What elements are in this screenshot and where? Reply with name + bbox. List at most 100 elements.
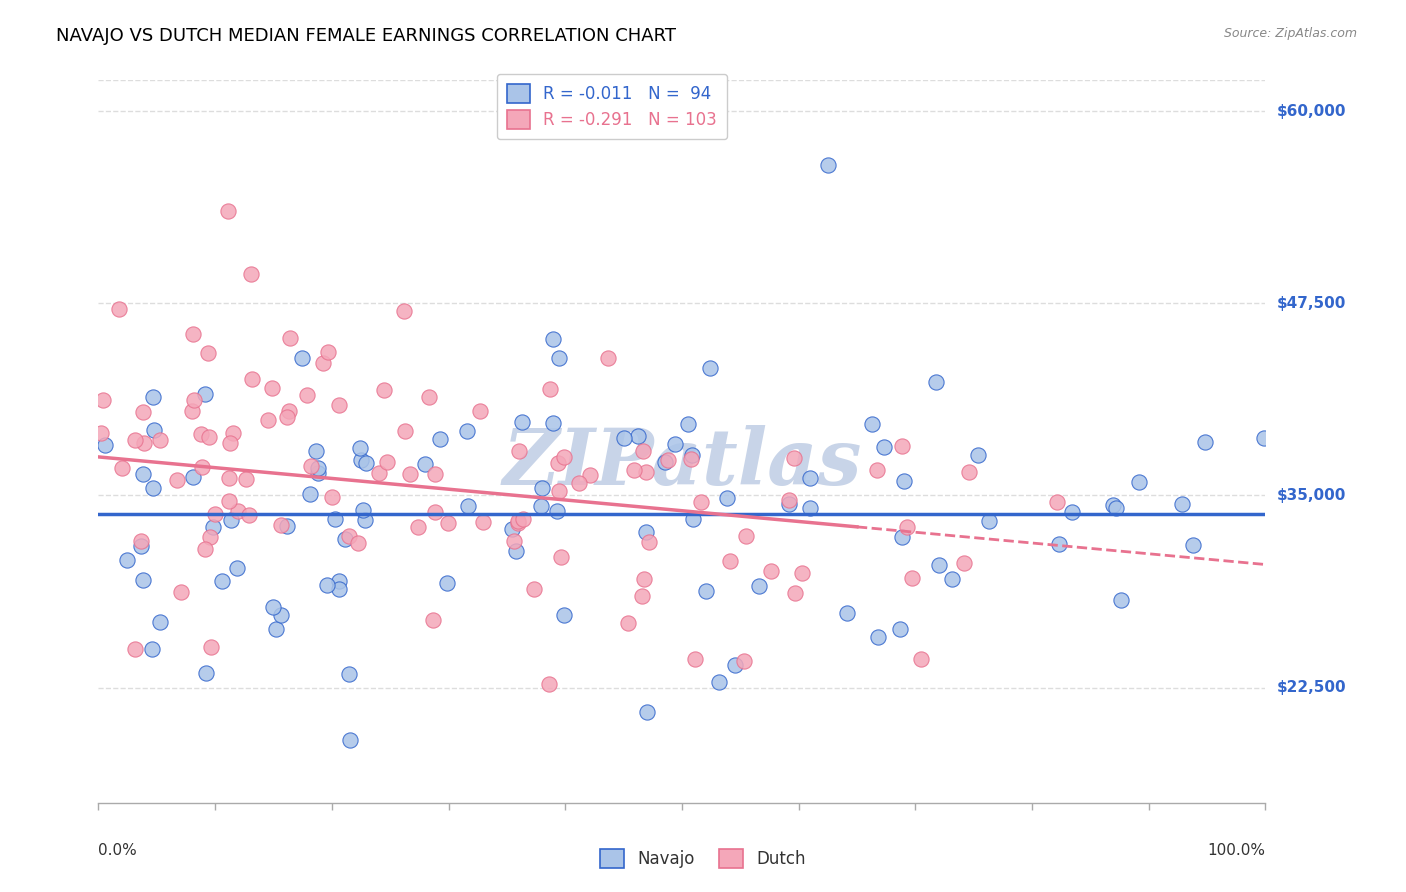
Point: [699, 361, 721, 376]
Point: [1109, 593, 1132, 607]
Text: Source: ZipAtlas.com: Source: ZipAtlas.com: [1223, 27, 1357, 40]
Point: [323, 512, 346, 526]
Point: [1101, 499, 1123, 513]
Point: [197, 345, 219, 359]
Text: $35,000: $35,000: [1277, 488, 1346, 503]
Point: [181, 326, 204, 341]
Point: [211, 574, 233, 589]
Point: [654, 455, 676, 469]
Point: [977, 514, 1000, 528]
Point: [925, 376, 948, 390]
Point: [315, 578, 337, 592]
Point: [218, 494, 240, 508]
Point: [468, 403, 491, 417]
Point: [276, 410, 298, 425]
Point: [425, 467, 447, 481]
Point: [436, 516, 458, 530]
Point: [790, 566, 813, 580]
Point: [373, 383, 395, 397]
Point: [142, 481, 165, 495]
Point: [689, 495, 711, 509]
Point: [733, 654, 755, 668]
Point: [307, 466, 329, 480]
Point: [217, 204, 239, 219]
Point: [219, 435, 242, 450]
Point: [891, 439, 914, 453]
Point: [505, 544, 527, 558]
Point: [90, 425, 112, 440]
Point: [553, 607, 575, 622]
Point: [953, 556, 976, 570]
Point: [1194, 434, 1216, 449]
Point: [222, 425, 245, 440]
Point: [634, 465, 657, 479]
Point: [337, 529, 360, 543]
Text: NAVAJO VS DUTCH MEDIAN FEMALE EARNINGS CORRELATION CHART: NAVAJO VS DUTCH MEDIAN FEMALE EARNINGS C…: [56, 27, 676, 45]
Legend: R = -0.011   N =  94, R = -0.291   N = 103: R = -0.011 N = 94, R = -0.291 N = 103: [496, 74, 727, 139]
Point: [529, 500, 551, 514]
Point: [142, 390, 165, 404]
Point: [354, 456, 377, 470]
Point: [860, 417, 883, 431]
Point: [893, 474, 915, 488]
Point: [550, 550, 572, 565]
Point: [299, 458, 322, 473]
Point: [305, 444, 328, 458]
Point: [627, 428, 650, 442]
Point: [910, 652, 932, 666]
Point: [799, 471, 821, 485]
Point: [512, 512, 534, 526]
Point: [896, 519, 918, 533]
Point: [579, 467, 602, 482]
Point: [901, 571, 924, 585]
Point: [124, 433, 146, 447]
Point: [321, 490, 343, 504]
Point: [295, 388, 318, 402]
Point: [170, 585, 193, 599]
Point: [748, 578, 770, 592]
Point: [1182, 538, 1205, 552]
Point: [399, 467, 422, 482]
Point: [889, 623, 911, 637]
Point: [1253, 431, 1275, 445]
Point: [429, 432, 451, 446]
Point: [598, 351, 620, 365]
Point: [262, 600, 284, 615]
Point: [1128, 475, 1150, 489]
Point: [868, 630, 890, 644]
Point: [1170, 497, 1192, 511]
Point: [778, 492, 800, 507]
Text: 100.0%: 100.0%: [1208, 843, 1265, 857]
Point: [94, 438, 117, 452]
Text: ZIPatlas: ZIPatlas: [502, 425, 862, 501]
Point: [779, 497, 801, 511]
Point: [783, 586, 806, 600]
Point: [141, 641, 163, 656]
Point: [131, 573, 153, 587]
Point: [394, 304, 416, 318]
Point: [783, 450, 806, 465]
Point: [291, 351, 314, 366]
Point: [541, 332, 564, 346]
Point: [201, 519, 224, 533]
Point: [149, 615, 172, 630]
Point: [1046, 495, 1069, 509]
Point: [311, 356, 333, 370]
Point: [235, 472, 257, 486]
Point: [221, 513, 243, 527]
Point: [413, 457, 436, 471]
Point: [349, 441, 371, 455]
Point: [872, 440, 894, 454]
Point: [166, 473, 188, 487]
Point: [716, 491, 738, 505]
Point: [724, 657, 747, 672]
Point: [510, 415, 533, 429]
Point: [270, 518, 292, 533]
Point: [149, 433, 172, 447]
Point: [548, 484, 571, 499]
Point: [200, 640, 222, 654]
Point: [683, 652, 706, 666]
Point: [225, 561, 247, 575]
Point: [623, 463, 645, 477]
Point: [456, 424, 478, 438]
